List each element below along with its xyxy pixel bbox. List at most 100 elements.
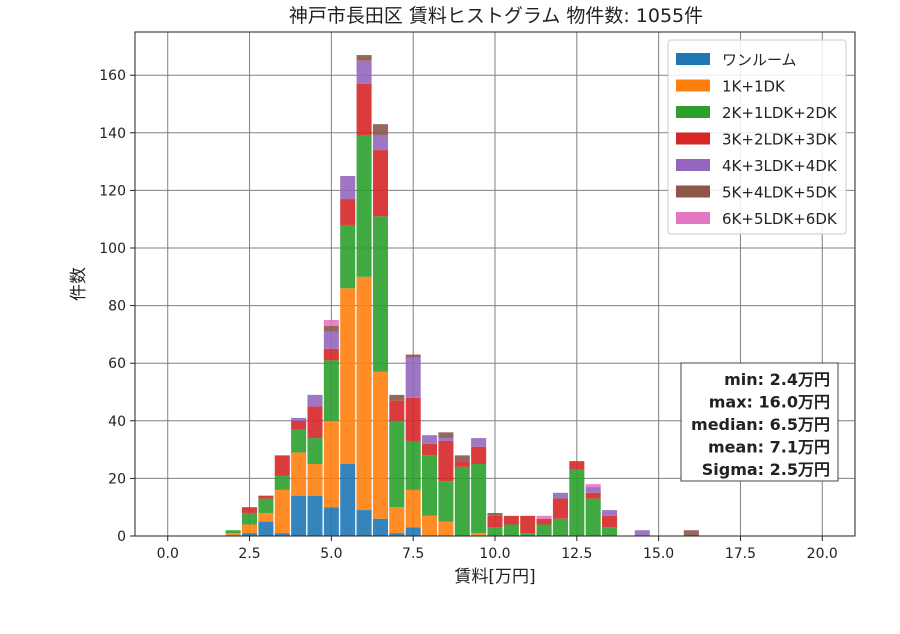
bar-segment-s5-b8: [356, 55, 372, 61]
bar-segment-s3-b4: [291, 420, 307, 430]
bar-segment-s5-b6: [323, 325, 339, 332]
bar-segment-s2-b13: [438, 481, 454, 522]
bar-segment-s4-b4: [291, 417, 307, 421]
bar-segment-s0-b1: [242, 533, 258, 536]
bar-segment-s5-b9: [372, 124, 388, 136]
bar-segment-s3-b16: [487, 515, 503, 528]
bar-segment-s2-b7: [340, 224, 356, 289]
chart-title: 神戸市長田区 賃料ヒストグラム 物件数: 1055件: [289, 5, 703, 27]
bar-segment-s3-b9: [372, 150, 388, 217]
bar-segment-s1-b7: [340, 288, 356, 464]
legend-swatch-4: [676, 159, 710, 171]
bar-segment-s4-b22: [585, 487, 601, 493]
bar-segment-s3-b17: [503, 515, 519, 525]
legend-swatch-1: [676, 79, 710, 92]
legend-label-2: 2K+1LDK+2DK: [722, 104, 838, 122]
bar-segment-s3-b5: [307, 406, 323, 439]
y-tick-label: 60: [108, 356, 126, 372]
y-tick-label: 140: [99, 126, 126, 142]
bars-layer: [225, 55, 699, 536]
bar-segment-s2-b5: [307, 438, 323, 464]
bar-segment-s3-b3: [274, 455, 290, 476]
bar-segment-s2-b2: [258, 498, 274, 513]
bar-segment-s4-b12: [422, 435, 438, 444]
bar-segment-s3-b1: [242, 507, 258, 513]
bar-segment-s0-b5: [307, 495, 323, 536]
bar-segment-s2-b0: [225, 530, 241, 534]
legend: ワンルーム 1K+1DK 2K+1LDK+2DK 3K+2LDK+3DK 4K+3LDK…: [667, 39, 847, 235]
bar-segment-s4-b5: [307, 394, 323, 407]
bar-segment-s2-b6: [323, 360, 339, 421]
bar-segment-s2-b16: [487, 527, 503, 536]
bar-segment-s4-b8: [356, 60, 372, 84]
y-tick-label: 40: [108, 414, 126, 430]
y-tick-label: 80: [108, 299, 126, 315]
x-tick-label: 15.0: [643, 546, 674, 562]
bar-segment-s3-b14: [454, 461, 470, 467]
bar-segment-s3-b13: [438, 440, 454, 482]
bar-segment-s0-b8: [356, 510, 372, 536]
bar-segment-s1-b6: [323, 420, 339, 508]
bar-segment-s2-b1: [242, 512, 258, 525]
bar-segment-s1-b15: [471, 533, 487, 536]
x-tick-label: 7.5: [402, 546, 424, 562]
stats-line-3: mean: 7.1万円: [708, 438, 830, 457]
bar-segment-s2-b4: [291, 429, 307, 453]
bar-segment-s1-b3: [274, 489, 290, 534]
x-tick-label: 12.5: [561, 546, 592, 562]
legend-frame: [667, 39, 847, 235]
bar-segment-s2-b15: [471, 464, 487, 534]
bar-segment-s5-b13: [438, 432, 454, 439]
bar-segment-s4-b11: [405, 357, 421, 398]
bar-segment-s2-b22: [585, 498, 601, 536]
y-tick-label: 20: [108, 471, 126, 487]
bar-segment-s1-b8: [356, 276, 372, 511]
bar-segment-s3-b11: [405, 397, 421, 441]
legend-swatch-5: [676, 185, 710, 198]
bar-segment-s3-b18: [520, 515, 536, 534]
bar-segment-s2-b21: [569, 469, 585, 536]
x-tick-label: 10.0: [479, 546, 510, 562]
bar-segment-s3-b10: [389, 400, 405, 421]
bar-segment-s2-b9: [372, 216, 388, 372]
bar-segment-s2-b20: [552, 518, 568, 536]
bar-segment-s0-b10: [389, 533, 405, 536]
y-tick-label: 0: [117, 529, 126, 545]
bar-segment-s1-b9: [372, 371, 388, 519]
bar-segment-s3-b19: [536, 518, 552, 525]
bar-segment-s0-b6: [323, 507, 339, 536]
bar-segment-s2-b10: [389, 420, 405, 508]
bar-segment-s5-b16: [487, 512, 503, 516]
legend-label-3: 3K+2LDK+3DK: [722, 131, 838, 149]
bar-segment-s2-b8: [356, 135, 372, 277]
bar-segment-s6-b6: [323, 320, 339, 326]
bar-segment-s1-b12: [422, 515, 438, 536]
bar-segment-s2-b12: [422, 455, 438, 516]
bar-segment-s0-b7: [340, 464, 356, 536]
bar-segment-s4-b6: [323, 331, 339, 349]
bar-segment-s4-b23: [602, 510, 618, 516]
x-axis-title: 賃料[万円]: [454, 567, 535, 587]
bar-segment-s2-b23: [602, 527, 618, 536]
x-tick-label: 20.0: [807, 546, 838, 562]
bar-segment-s3-b22: [585, 492, 601, 499]
bar-segment-s0-b2: [258, 521, 274, 536]
x-tick-label: 2.5: [238, 546, 260, 562]
bar-segment-s3-b6: [323, 348, 339, 361]
bar-segment-s3-b8: [356, 83, 372, 136]
bar-segment-s1-b11: [405, 489, 421, 528]
bar-segment-s1-b10: [389, 507, 405, 534]
bar-segment-s1-b2: [258, 512, 274, 522]
y-tick-label: 160: [99, 68, 126, 84]
bar-segment-s5-b11: [405, 354, 421, 358]
stats-line-4: Sigma: 2.5万円: [702, 460, 830, 479]
legend-swatch-3: [676, 132, 710, 145]
bar-segment-s6-b22: [585, 484, 601, 488]
bar-segment-s3-b15: [471, 446, 487, 464]
bar-segment-s5-b10: [389, 394, 405, 401]
legend-label-0: ワンルーム: [722, 51, 797, 69]
stats-line-0: min: 2.4万円: [724, 370, 830, 389]
bar-segment-s2-b14: [454, 466, 470, 536]
bar-segment-s3-b7: [340, 199, 356, 225]
